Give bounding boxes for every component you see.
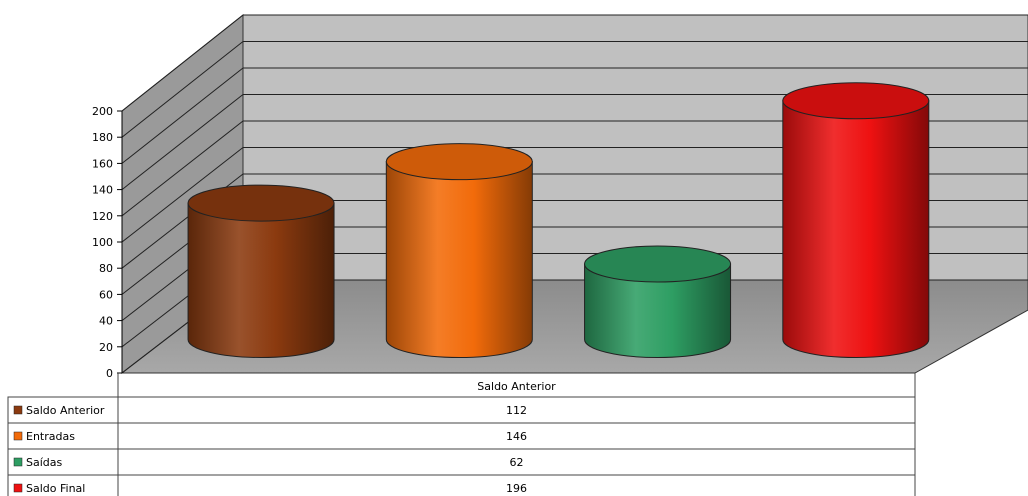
gridline-side [121,67,244,164]
y-tick-label: 180 [92,131,113,144]
bar-top [782,82,930,120]
legend-swatch [13,431,23,441]
y-tick-label: 200 [92,105,113,118]
bar-sa-das [584,245,732,358]
y-tick-label: 60 [99,288,113,301]
y-tick-label: 0 [106,367,113,380]
table-row [7,396,916,424]
data-label: 196 [506,482,527,495]
table-row [7,448,916,476]
bar-top [187,184,335,222]
gridline-side [121,41,244,138]
bar-body [584,263,732,358]
legend-label: Saldo Final [26,482,85,495]
bar-top [385,143,533,181]
y-tick-label: 140 [92,184,113,197]
y-tick-label: 40 [99,315,113,328]
legend-label: Entradas [26,430,75,443]
y-axis: 0 20 40 60 80 100 120 140 160 180 200 [92,105,123,380]
data-label: 62 [510,456,524,469]
y-tick-label: 160 [92,157,113,170]
bar-entradas [385,143,533,358]
gridline-side [121,120,244,217]
y-tick-label: 100 [92,236,113,249]
legend-swatch [13,457,23,467]
table-row [7,474,916,496]
bar-saldo-anterior [187,184,335,358]
data-label: 146 [506,430,527,443]
bar-saldo-final [782,82,930,358]
y-tick-label: 20 [99,341,113,354]
legend-swatch [13,405,23,415]
gridline-side [121,94,244,190]
y-tick-label: 120 [92,210,113,223]
bar-body [782,100,930,358]
bar-body [385,161,533,358]
category-label: Saldo Anterior [477,380,556,393]
bar-top [584,245,732,283]
y-tick-label: 80 [99,262,113,275]
legend-label: Saldo Anterior [26,404,105,417]
gridline-side [121,147,244,243]
data-label: 112 [506,404,527,417]
legend-swatch [13,483,23,493]
bars [187,82,930,358]
bar-body [187,202,335,358]
table-row [7,422,916,450]
legend-label: Saídas [26,456,63,469]
gridline-side [121,14,244,112]
data-table: Saldo Anterior Saldo Anterior 112 Entradas 1… [7,373,916,496]
